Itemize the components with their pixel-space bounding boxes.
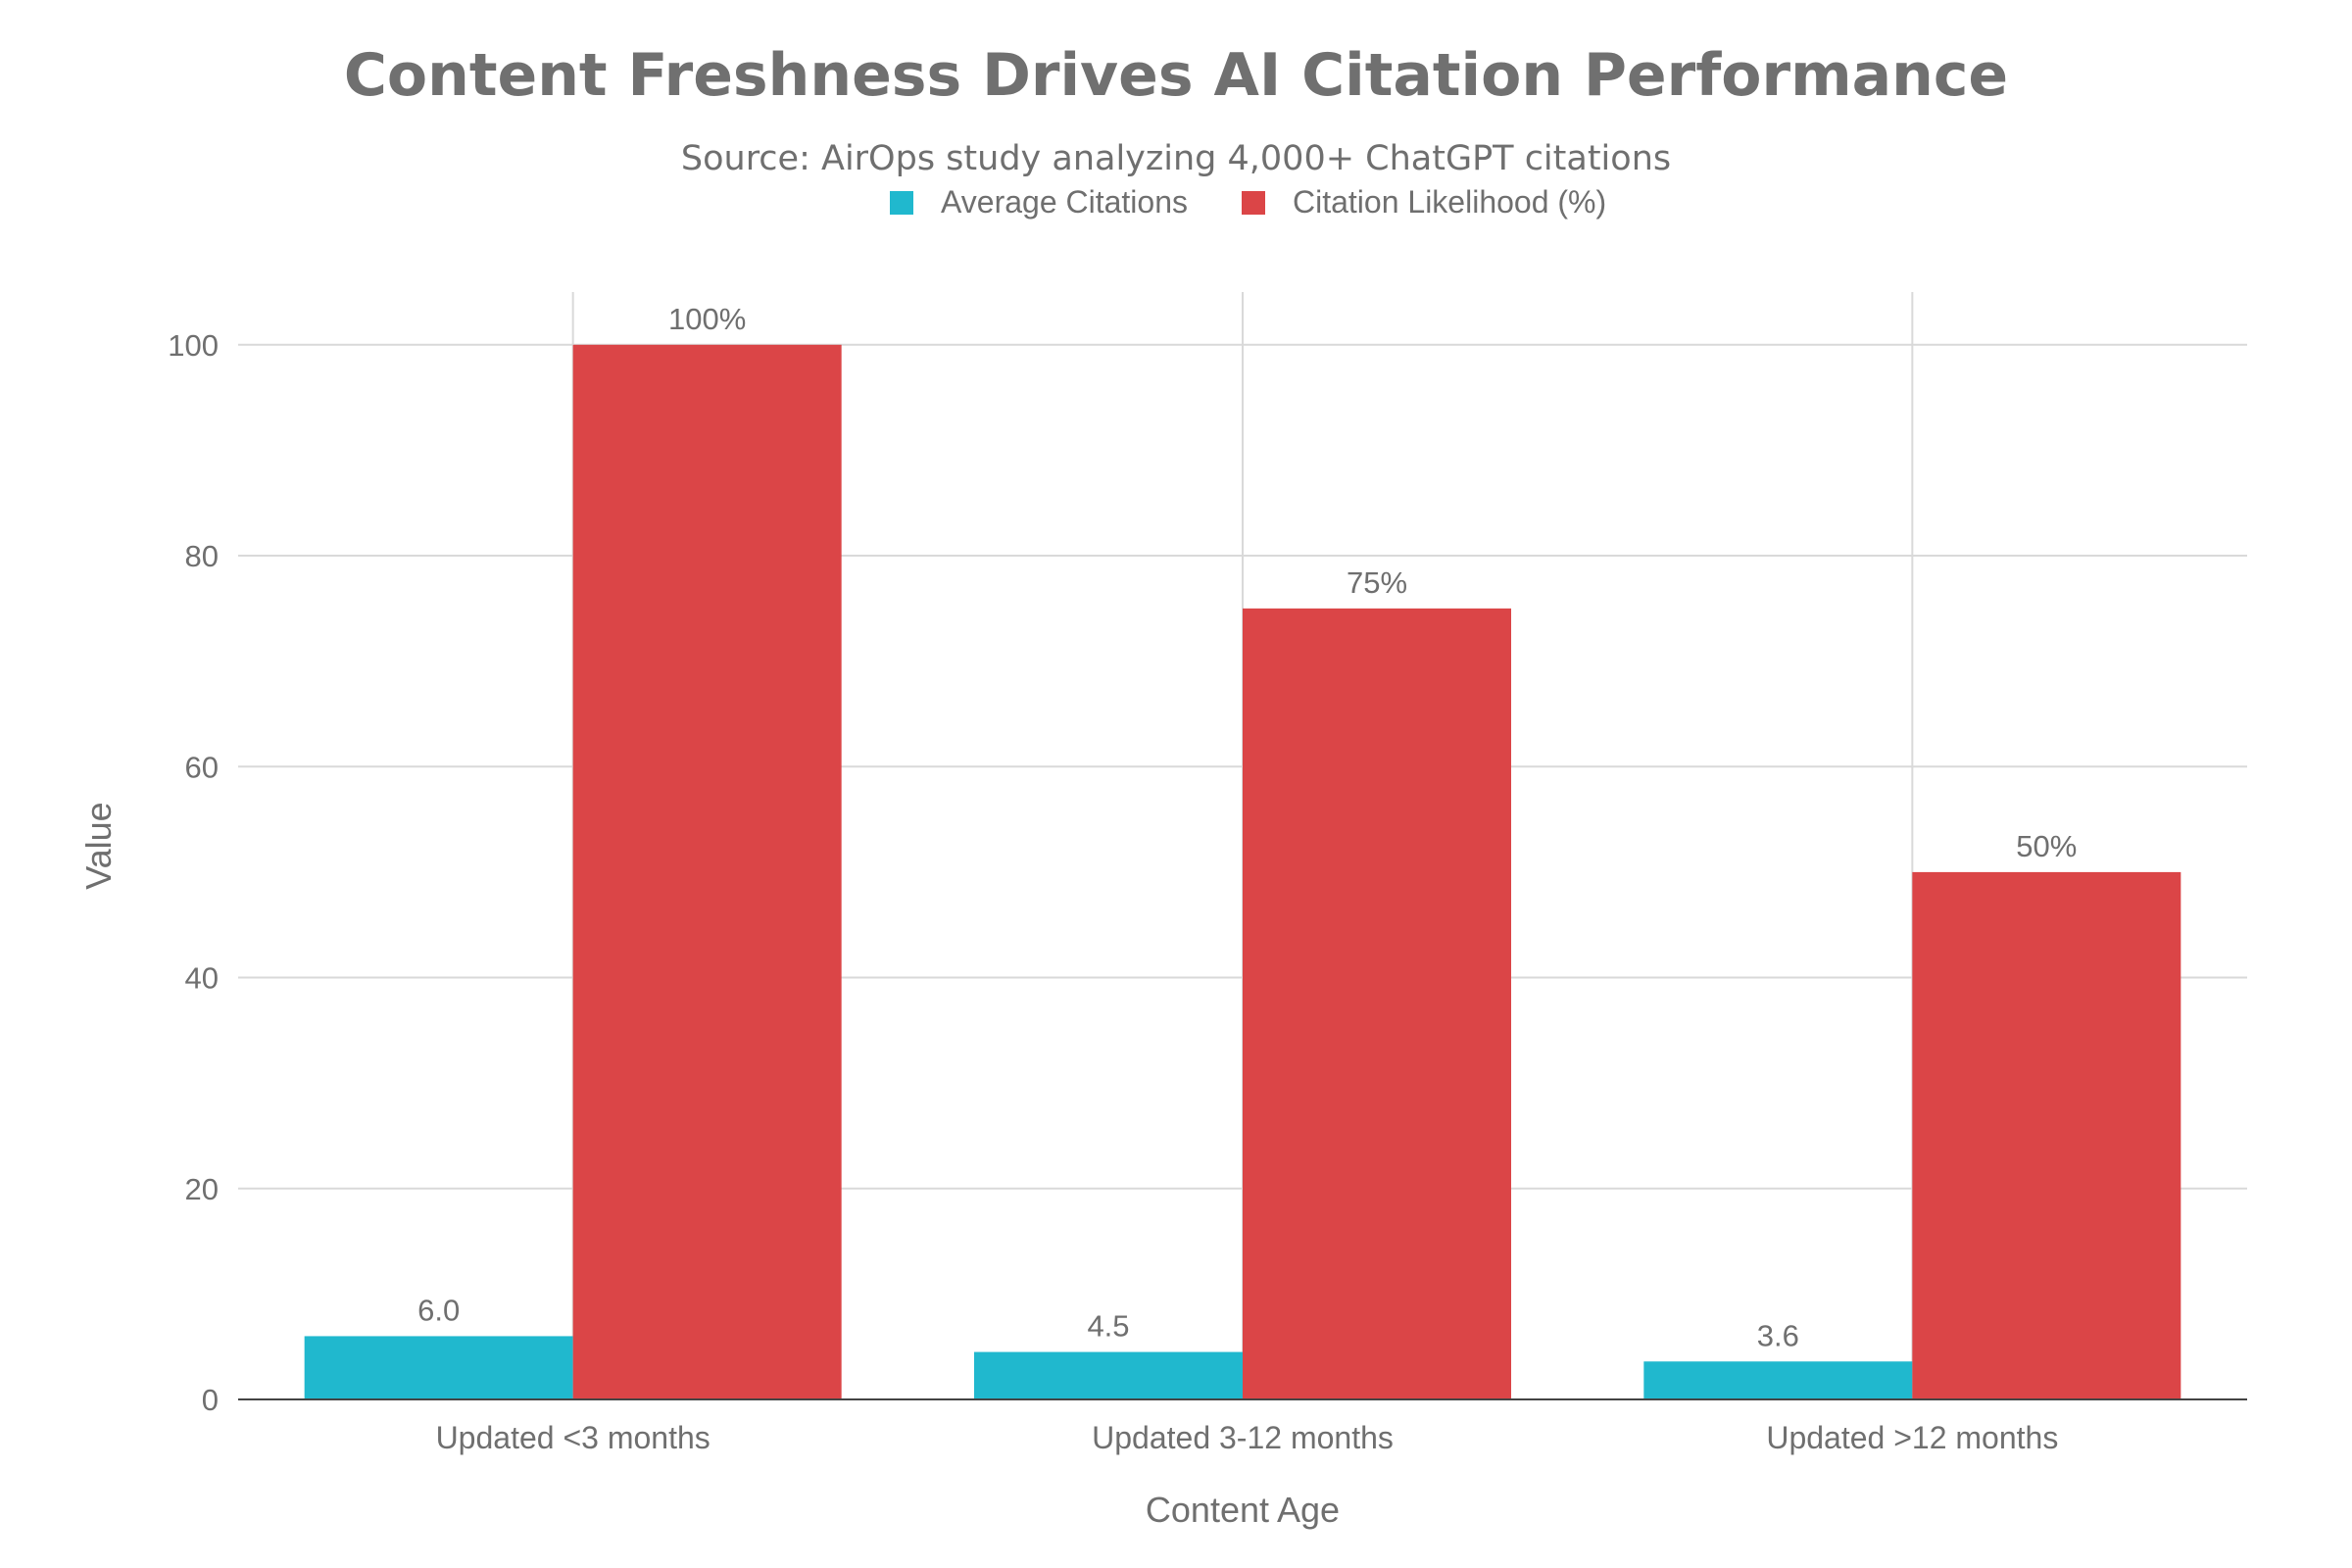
axes: 0 20 40 60 80 100 Updated <3 months Updated 3-1… <box>78 328 2247 1530</box>
data-label: 4.5 <box>1087 1309 1129 1344</box>
legend-label-citation-likelihood: Citation Likelihood (%) <box>1293 184 1607 220</box>
data-label: 75% <box>1347 565 1407 600</box>
y-tick-label: 60 <box>185 750 219 784</box>
y-tick-label: 20 <box>185 1172 219 1206</box>
legend-swatch-average-citations <box>890 191 913 215</box>
legend-label-average-citations: Average Citations <box>941 184 1188 220</box>
data-label: 3.6 <box>1757 1318 1799 1352</box>
bar <box>1643 1361 1913 1399</box>
x-tick-label: Updated >12 months <box>1766 1420 2058 1455</box>
bar <box>1243 608 1511 1399</box>
y-axis-title: Value <box>78 802 119 889</box>
bar <box>304 1336 573 1399</box>
x-tick-label: Updated <3 months <box>436 1420 710 1455</box>
chart-legend: Average Citations Citation Likelihood (%… <box>0 182 2352 225</box>
y-tick-label: 0 <box>202 1383 219 1417</box>
chart-subtitle: Source: AirOps study analyzing 4,000+ Ch… <box>680 139 1672 178</box>
legend-swatch-citation-likelihood <box>1242 191 1265 215</box>
y-tick-label: 100 <box>168 328 219 363</box>
x-axis-title: Content Age <box>1146 1490 1340 1530</box>
bar <box>974 1351 1243 1399</box>
x-tick-label: Updated 3-12 months <box>1092 1420 1394 1455</box>
y-tick-label: 40 <box>185 961 219 996</box>
data-label: 6.0 <box>417 1293 460 1327</box>
data-labels: 6.0 100% 4.5 75% 3.6 50% <box>417 302 2077 1352</box>
bars <box>304 344 2181 1399</box>
bar <box>1912 871 2181 1399</box>
bar <box>572 344 842 1399</box>
chart-title: Content Freshness Drives AI Citation Per… <box>343 41 2009 110</box>
y-tick-label: 80 <box>185 539 219 573</box>
data-label: 100% <box>668 302 746 336</box>
data-label: 50% <box>2016 829 2077 863</box>
